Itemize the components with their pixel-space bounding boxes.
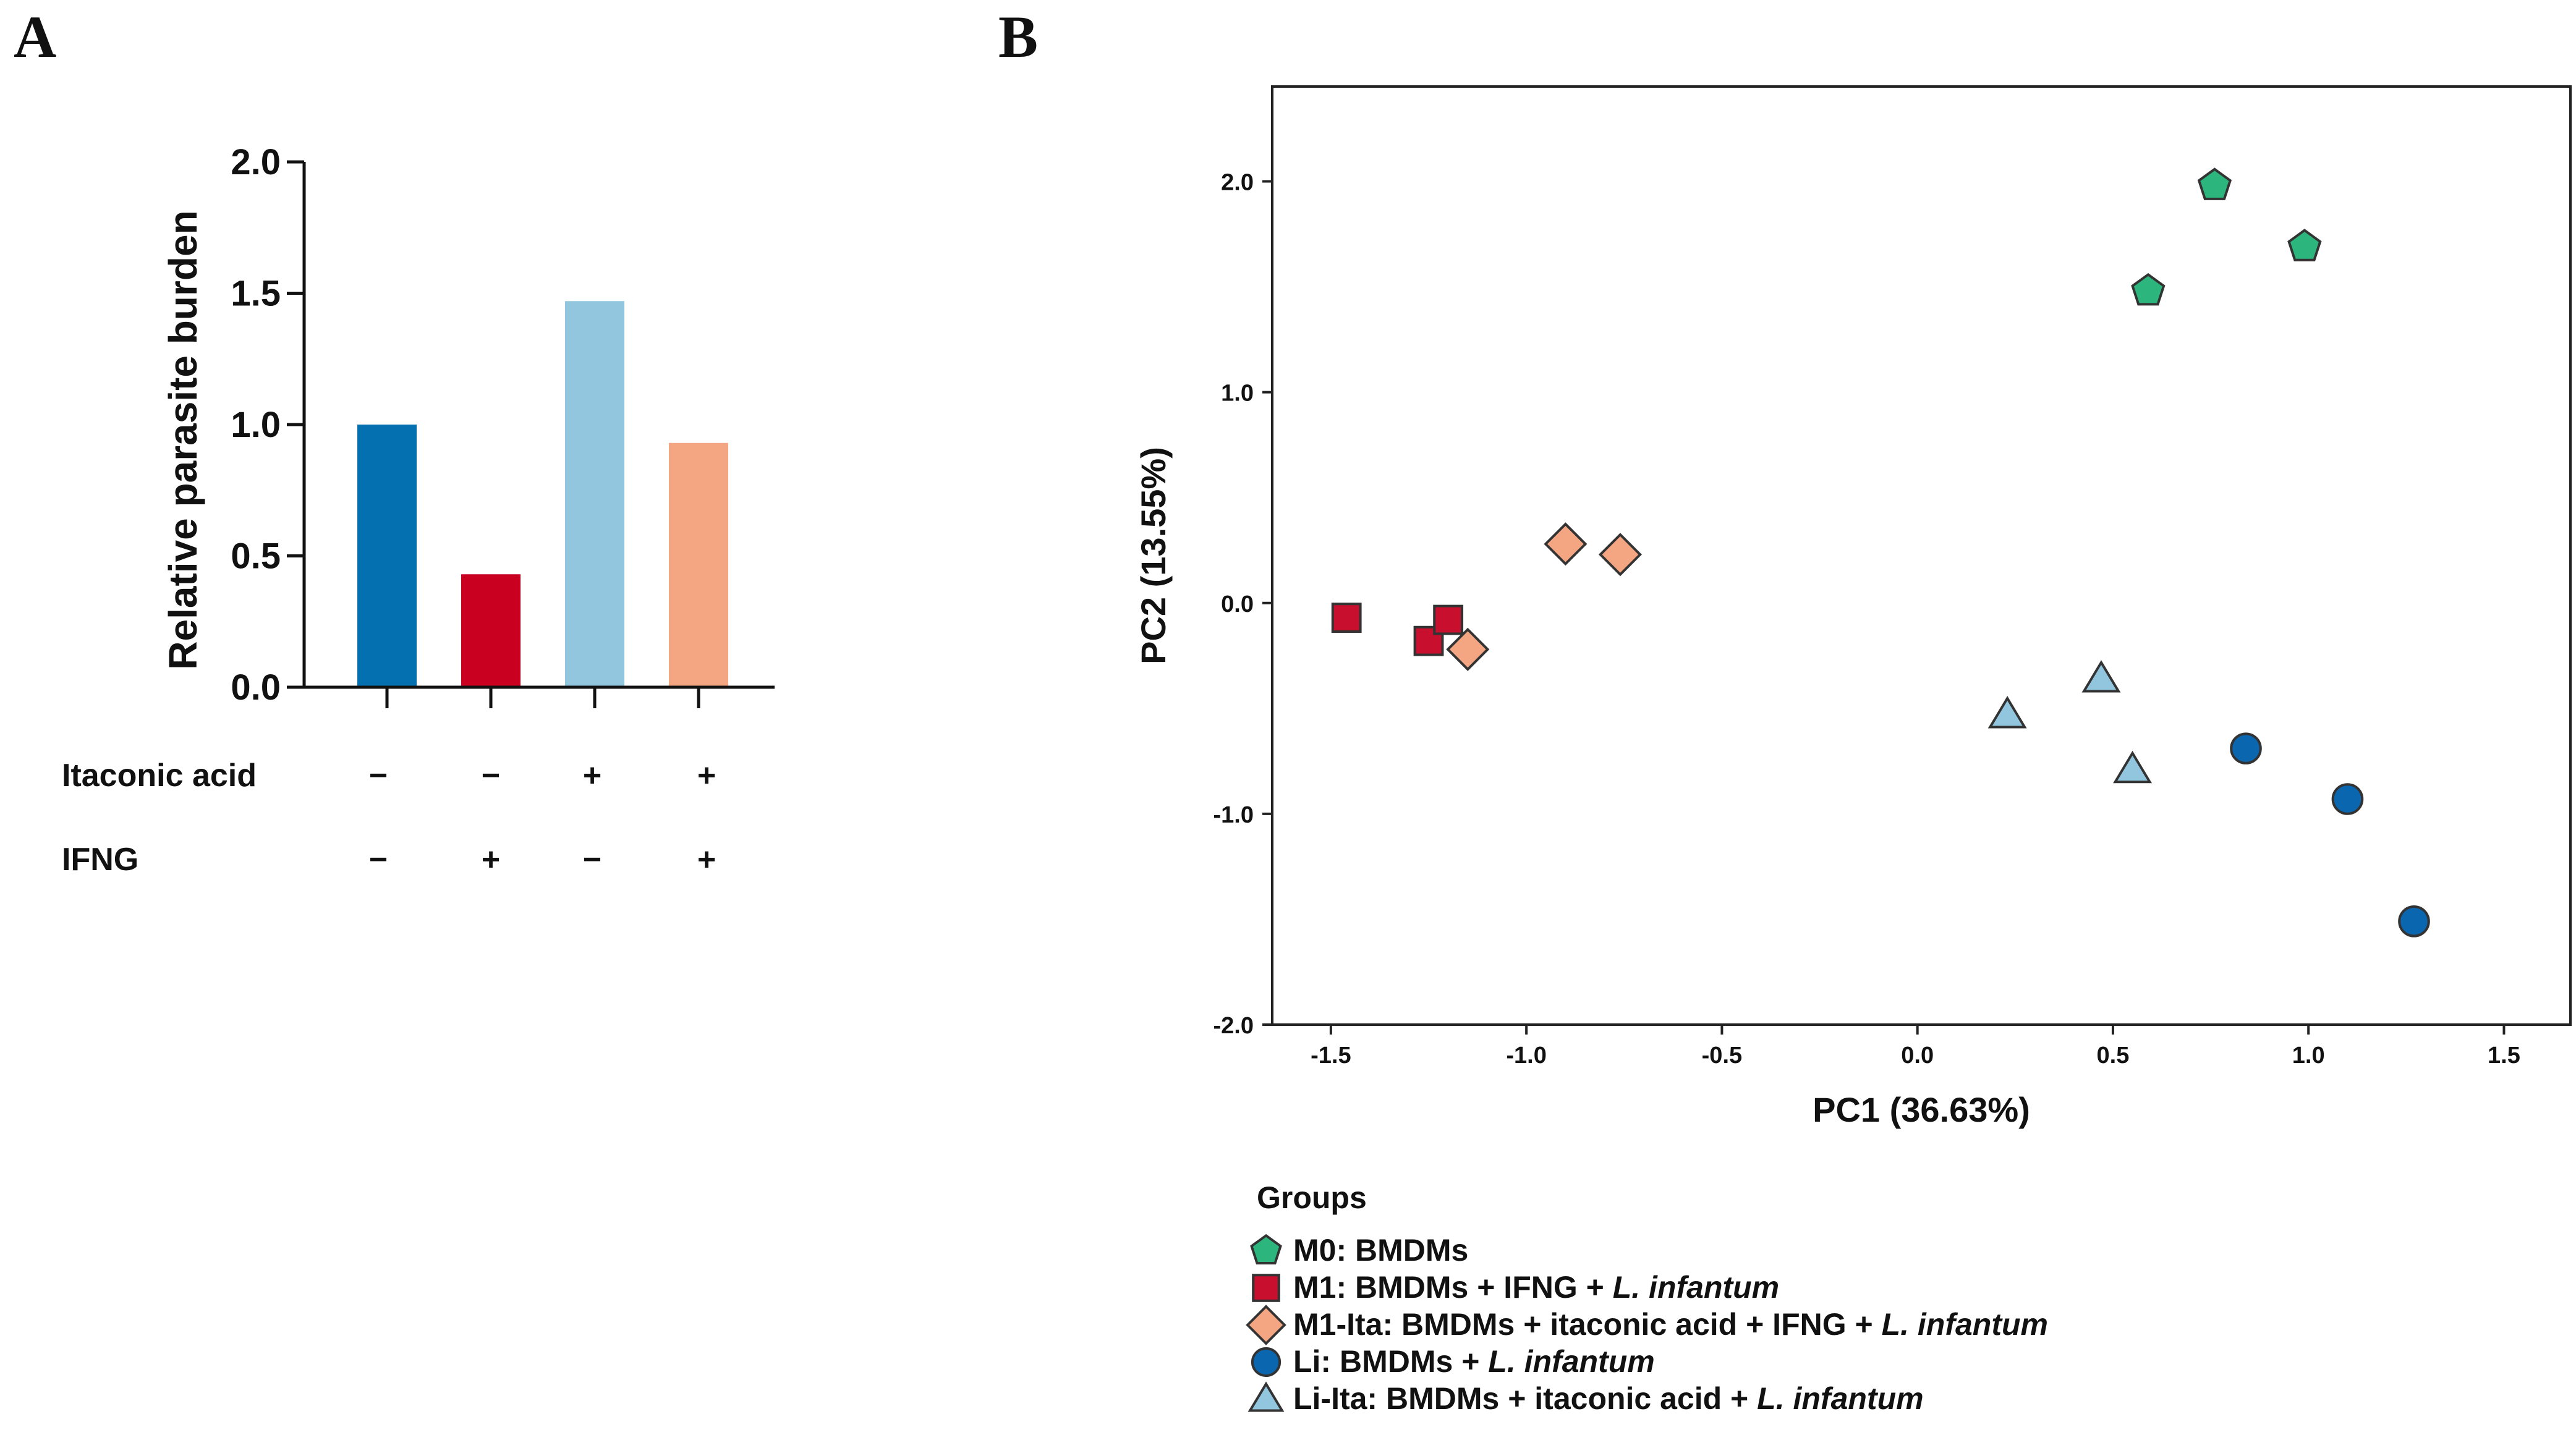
legend-marker-li	[1251, 1347, 1282, 1378]
bar-3	[565, 301, 624, 687]
y-tick-label: 2.0	[231, 142, 281, 182]
point-li-ita	[2081, 660, 2121, 693]
panel-letter-a: A	[14, 4, 56, 70]
point-m0	[2287, 229, 2322, 261]
y-axis-title: Relative parasite burden	[161, 210, 205, 669]
bar-series	[357, 301, 728, 687]
legend-label-li-ita: Li-Ita: BMDMs + itaconic acid + L. infan…	[1293, 1381, 1924, 1416]
bar-1	[357, 425, 417, 687]
y-axis-title: PC2 (13.55%)	[1134, 447, 1173, 664]
y-tick-label: 1.0	[1221, 381, 1254, 407]
bar-chart-panel-a: 0.0 0.5 1.0 1.5 2.0 Relative parasite burden…	[62, 142, 775, 878]
condition-sign: −	[369, 842, 388, 878]
legend-label-m0: M0: BMDMs	[1293, 1233, 1468, 1268]
x-tick-label: -1.0	[1506, 1043, 1546, 1069]
panel-letter-b: B	[998, 4, 1038, 70]
point-li	[2230, 732, 2262, 764]
condition-sign: −	[482, 758, 500, 794]
y-tick-label: 0.0	[231, 667, 281, 708]
legend-label-m1: M1: BMDMs + IFNG + L. infantum	[1293, 1270, 1779, 1305]
legend-label-li: Li: BMDMs + L. infantum	[1293, 1344, 1655, 1379]
condition-sign: −	[369, 758, 388, 794]
scatter-points	[1331, 167, 2430, 938]
x-tick-label: -0.5	[1702, 1043, 1742, 1069]
legend-marker-m0	[1250, 1234, 1282, 1264]
legend-marker-li-ita	[1248, 1381, 1285, 1412]
y-tick-label: -2.0	[1214, 1013, 1254, 1039]
point-m1	[1331, 603, 1362, 633]
legend-label-m1-ita: M1-Ita: BMDMs + itaconic acid + IFNG + L…	[1293, 1307, 2048, 1342]
condition-sign: +	[697, 758, 716, 794]
point-m1-ita	[1446, 627, 1490, 671]
x-tick-label: 0.5	[2097, 1043, 2130, 1069]
x-tick-label: 0.0	[1901, 1043, 1934, 1069]
condition-label: IFNG	[62, 842, 138, 878]
y-tick-label: 0.0	[1221, 591, 1254, 617]
point-m0	[2197, 167, 2232, 200]
point-m0	[2131, 273, 2166, 306]
point-li-ita	[2113, 750, 2153, 784]
condition-sign: −	[583, 842, 601, 878]
legend-marker-m1	[1252, 1274, 1280, 1302]
y-tick-label: 1.5	[231, 274, 281, 314]
point-li-ita	[1987, 696, 2027, 729]
point-li	[2398, 905, 2430, 938]
axis-ticks: -1.5 -1.0 -0.5 0.0 0.5 1.0 1.5 -2.0 -1.0 0.0 1.0 2.…	[1214, 170, 2520, 1069]
y-tick-label: 1.0	[231, 405, 281, 445]
condition-sign: +	[583, 758, 601, 794]
point-m1	[1433, 604, 1464, 635]
bar-2	[461, 574, 521, 687]
y-axis-ticks: 0.0 0.5 1.0 1.5 2.0	[231, 142, 304, 708]
x-tick-label: -1.5	[1311, 1043, 1351, 1069]
condition-table: Itaconic acid − − + + IFNG − + − +	[62, 758, 716, 878]
y-tick-label: 0.5	[231, 536, 281, 577]
condition-label: Itaconic acid	[62, 758, 257, 794]
x-axis-title: PC1 (36.63%)	[1813, 1090, 2030, 1129]
condition-sign: +	[697, 842, 716, 878]
x-axis-ticks	[385, 687, 700, 708]
x-tick-label: 1.0	[2292, 1043, 2325, 1069]
plot-frame	[1271, 85, 2572, 1026]
point-m1-ita	[1544, 522, 1588, 566]
point-li	[2331, 783, 2364, 815]
point-m1-ita	[1598, 533, 1642, 577]
y-tick-label: -1.0	[1214, 802, 1254, 828]
bar-4	[669, 442, 728, 687]
condition-sign: +	[482, 842, 500, 878]
y-tick-label: 2.0	[1221, 170, 1254, 196]
legend-marker-m1-ita	[1246, 1305, 1286, 1345]
scatter-chart-panel-b: -1.5 -1.0 -0.5 0.0 0.5 1.0 1.5 -2.0 -1.0 0.0 1.0 2.…	[1134, 85, 2572, 1416]
x-tick-label: 1.5	[2488, 1043, 2520, 1069]
legend-title: Groups	[1257, 1180, 1367, 1215]
